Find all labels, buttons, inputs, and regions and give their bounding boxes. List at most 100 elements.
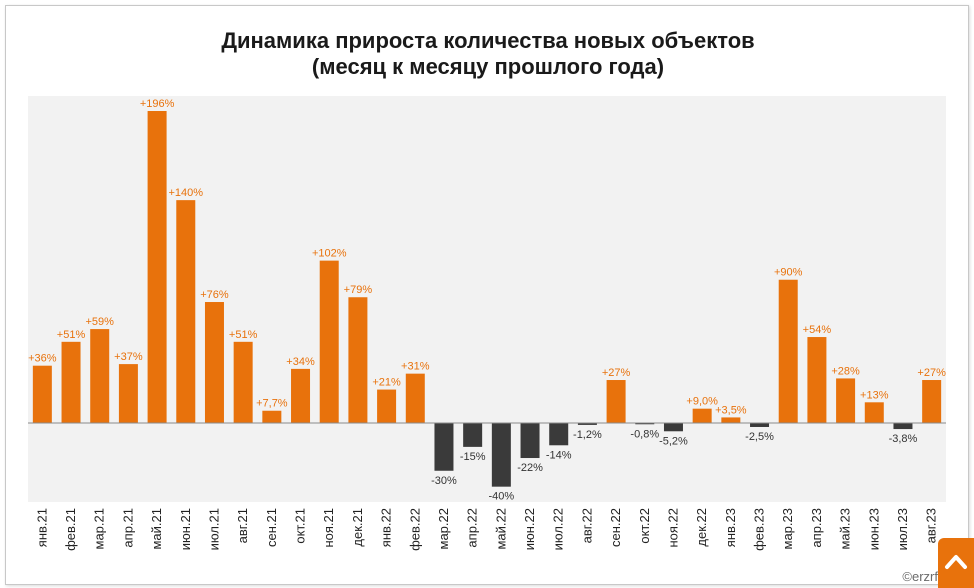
bar-янв.23 — [721, 417, 741, 423]
data-label: +9,0% — [686, 396, 718, 408]
x-tick-label: апр.22 — [465, 508, 480, 548]
data-label: +51% — [229, 329, 258, 341]
bar-май.23 — [836, 378, 856, 423]
bar-янв.21 — [32, 365, 52, 423]
bar-окт.21 — [291, 368, 311, 423]
bar-мар.21 — [90, 329, 110, 423]
x-tick-label: июн.22 — [522, 508, 537, 550]
x-tick-label: ноя.22 — [665, 508, 680, 548]
bar-апр.21 — [118, 364, 138, 423]
data-label: -30% — [431, 475, 457, 487]
bar-фев.21 — [61, 341, 81, 423]
x-tick-label: фев.21 — [63, 508, 78, 551]
chart-title: Динамика прироста количества новых объек… — [221, 28, 755, 53]
data-label: +196% — [140, 98, 175, 110]
x-tick-label: июн.23 — [866, 508, 881, 550]
data-label: +7,7% — [256, 398, 288, 410]
data-label: +28% — [831, 365, 860, 377]
x-tick-label: май.23 — [838, 508, 853, 550]
x-tick-label: окт.22 — [637, 508, 652, 544]
chart-subtitle: (месяц к месяцу прошлого года) — [311, 54, 665, 79]
bar-авг.22 — [577, 423, 597, 425]
data-label: -0,8% — [630, 428, 659, 440]
data-label: +31% — [401, 361, 430, 373]
chart-title-block: Динамика прироста количества новых объек… — [6, 28, 970, 80]
data-label: -14% — [546, 449, 572, 461]
x-tick-label: июл.22 — [551, 508, 566, 550]
bar-апр.23 — [807, 337, 827, 423]
bar-дек.21 — [348, 297, 368, 423]
data-label: +54% — [803, 324, 832, 336]
bar-сен.21 — [262, 410, 282, 423]
x-tick-label: май.21 — [149, 508, 164, 550]
data-label: -2,5% — [745, 431, 774, 443]
data-label: +27% — [917, 367, 946, 379]
x-tick-label: июл.21 — [206, 508, 221, 550]
data-label: +102% — [312, 248, 347, 260]
data-label: +21% — [372, 377, 401, 389]
bar-ноя.21 — [319, 260, 339, 423]
data-label: +76% — [200, 289, 229, 301]
data-label: +140% — [169, 187, 204, 199]
data-label: +51% — [57, 329, 86, 341]
bar-янв.22 — [377, 389, 397, 423]
bar-фев.23 — [750, 423, 770, 427]
x-tick-label: дек.21 — [350, 508, 365, 547]
data-label: +3,5% — [715, 404, 747, 416]
bar-авг.21 — [233, 341, 253, 423]
bar-июл.23 — [893, 423, 913, 430]
x-tick-label: янв.22 — [379, 508, 394, 547]
bar-фев.22 — [405, 373, 425, 423]
data-label: +27% — [602, 367, 631, 379]
x-tick-label: мар.21 — [92, 508, 107, 549]
x-tick-label: июл.23 — [895, 508, 910, 550]
bar-дек.22 — [692, 408, 712, 423]
bar-сен.22 — [606, 380, 626, 423]
x-tick-label: сен.21 — [264, 508, 279, 547]
data-label: -3,8% — [889, 433, 918, 445]
data-label: -22% — [517, 462, 543, 474]
bar-май.21 — [147, 111, 167, 423]
x-tick-label: июн.21 — [178, 508, 193, 550]
x-tick-label: фев.23 — [752, 508, 767, 551]
data-label: +59% — [85, 316, 114, 328]
bar-июн.22 — [520, 423, 540, 459]
x-tick-label: апр.23 — [809, 508, 824, 548]
x-tick-label: окт.21 — [293, 508, 308, 544]
x-tick-label: ноя.21 — [321, 508, 336, 548]
x-tick-label: авг.23 — [924, 508, 939, 543]
x-tick-label: май.22 — [493, 508, 508, 550]
chevron-up-icon — [945, 555, 967, 569]
data-label: -40% — [489, 491, 515, 503]
bar-июн.23 — [864, 402, 884, 423]
bar-мар.23 — [778, 279, 798, 423]
x-tick-label: янв.21 — [34, 508, 49, 547]
bar-ноя.22 — [663, 423, 683, 432]
x-tick-label: фев.22 — [407, 508, 422, 551]
bar-май.22 — [491, 423, 511, 487]
x-tick-label: сен.22 — [608, 508, 623, 547]
x-tick-label: апр.21 — [120, 508, 135, 548]
x-tick-label: дек.22 — [694, 508, 709, 547]
x-tick-label: авг.22 — [579, 508, 594, 543]
x-tick-label: мар.23 — [780, 508, 795, 549]
data-label: -5,2% — [659, 435, 688, 447]
x-tick-label: мар.22 — [436, 508, 451, 549]
data-label: -15% — [460, 451, 486, 463]
data-label: +13% — [860, 389, 889, 401]
scroll-top-button[interactable] — [938, 538, 974, 588]
x-tick-label: янв.23 — [723, 508, 738, 547]
bar-мар.22 — [434, 423, 454, 471]
x-tick-label: авг.21 — [235, 508, 250, 543]
data-label: +34% — [286, 356, 315, 368]
bar-июл.22 — [549, 423, 569, 446]
bar-июн.21 — [176, 200, 196, 423]
watermark: ©erzrf — [902, 569, 938, 584]
data-label: +90% — [774, 267, 803, 279]
bar-июл.21 — [204, 302, 224, 423]
bar-авг.23 — [922, 380, 942, 423]
data-label: +37% — [114, 351, 143, 363]
data-label: +79% — [344, 284, 373, 296]
data-label: +36% — [28, 353, 57, 365]
